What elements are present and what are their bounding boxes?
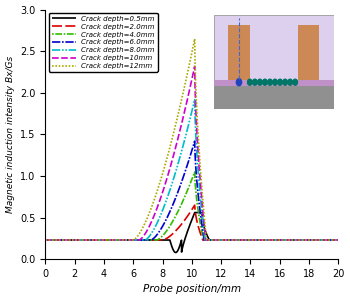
Line: Crack depth=4.0mm: Crack depth=4.0mm bbox=[46, 172, 338, 240]
Line: Crack depth=0.5mm: Crack depth=0.5mm bbox=[46, 213, 338, 253]
Crack depth=8.0mm bbox=[330, 238, 335, 242]
Crack depth=2.0mm bbox=[168, 234, 173, 238]
Crack depth=2.0mm bbox=[193, 203, 197, 207]
Crack depth=8.0mm bbox=[155, 220, 160, 224]
Legend: Crack depth=0.5mm, Crack depth=2.0mm, Crack depth=4.0mm, Crack depth=6.0mm, Crac: Crack depth=0.5mm, Crack depth=2.0mm, Cr… bbox=[49, 13, 158, 72]
Crack depth=6.0mm bbox=[43, 238, 48, 242]
Crack depth=0.5mm bbox=[299, 238, 303, 242]
Crack depth=0.5mm bbox=[193, 211, 197, 214]
Crack depth=0.5mm bbox=[174, 251, 178, 254]
Crack depth=4.0mm bbox=[193, 170, 197, 174]
Crack depth=8.0mm bbox=[94, 238, 98, 242]
Crack depth=6.0mm bbox=[155, 232, 160, 236]
Line: Crack depth=2.0mm: Crack depth=2.0mm bbox=[46, 205, 338, 240]
Crack depth=2.0mm bbox=[155, 238, 160, 242]
Crack depth=6.0mm bbox=[168, 209, 173, 212]
Crack depth=0.5mm bbox=[43, 238, 48, 242]
Line: Crack depth=12mm: Crack depth=12mm bbox=[46, 39, 338, 240]
Crack depth=4.0mm bbox=[155, 238, 160, 242]
Crack depth=12mm bbox=[77, 238, 81, 242]
Crack depth=10mm bbox=[77, 238, 81, 242]
Crack depth=6.0mm bbox=[299, 238, 303, 242]
Crack depth=0.5mm bbox=[77, 238, 81, 242]
Crack depth=10mm bbox=[330, 238, 335, 242]
Crack depth=10mm bbox=[94, 238, 98, 242]
Crack depth=6.0mm bbox=[193, 140, 197, 143]
Crack depth=12mm bbox=[94, 238, 98, 242]
Crack depth=12mm bbox=[299, 238, 303, 242]
Crack depth=0.5mm bbox=[155, 238, 160, 242]
Crack depth=12mm bbox=[193, 37, 197, 41]
Crack depth=2.0mm bbox=[43, 238, 48, 242]
Crack depth=12mm bbox=[43, 238, 48, 242]
Crack depth=10mm bbox=[155, 205, 160, 208]
Crack depth=12mm bbox=[336, 238, 340, 242]
Crack depth=4.0mm bbox=[77, 238, 81, 242]
Crack depth=8.0mm bbox=[77, 238, 81, 242]
Crack depth=8.0mm bbox=[168, 187, 173, 190]
Crack depth=0.5mm bbox=[94, 238, 98, 242]
Crack depth=12mm bbox=[330, 238, 335, 242]
Crack depth=8.0mm bbox=[299, 238, 303, 242]
Crack depth=0.5mm bbox=[331, 238, 335, 242]
Crack depth=0.5mm bbox=[336, 238, 340, 242]
Crack depth=10mm bbox=[299, 238, 303, 242]
Crack depth=12mm bbox=[168, 144, 173, 147]
Line: Crack depth=6.0mm: Crack depth=6.0mm bbox=[46, 141, 338, 240]
Crack depth=4.0mm bbox=[94, 238, 98, 242]
Crack depth=6.0mm bbox=[94, 238, 98, 242]
Crack depth=10mm bbox=[193, 64, 197, 68]
Crack depth=2.0mm bbox=[299, 238, 303, 242]
Crack depth=12mm bbox=[155, 188, 160, 191]
Crack depth=10mm bbox=[168, 165, 173, 169]
Crack depth=2.0mm bbox=[330, 238, 335, 242]
Line: Crack depth=8.0mm: Crack depth=8.0mm bbox=[46, 100, 338, 240]
Crack depth=2.0mm bbox=[336, 238, 340, 242]
Crack depth=4.0mm bbox=[330, 238, 335, 242]
Crack depth=8.0mm bbox=[43, 238, 48, 242]
Crack depth=8.0mm bbox=[193, 98, 197, 101]
Crack depth=6.0mm bbox=[330, 238, 335, 242]
X-axis label: Probe position/mm: Probe position/mm bbox=[143, 284, 241, 294]
Crack depth=4.0mm bbox=[168, 224, 173, 227]
Crack depth=4.0mm bbox=[43, 238, 48, 242]
Line: Crack depth=10mm: Crack depth=10mm bbox=[46, 66, 338, 240]
Crack depth=10mm bbox=[336, 238, 340, 242]
Crack depth=6.0mm bbox=[77, 238, 81, 242]
Crack depth=2.0mm bbox=[94, 238, 98, 242]
Crack depth=10mm bbox=[43, 238, 48, 242]
Crack depth=8.0mm bbox=[336, 238, 340, 242]
Y-axis label: Magnetic induction intensity Bx/Gs: Magnetic induction intensity Bx/Gs bbox=[6, 56, 15, 213]
Crack depth=4.0mm bbox=[336, 238, 340, 242]
Crack depth=6.0mm bbox=[336, 238, 340, 242]
Crack depth=4.0mm bbox=[299, 238, 303, 242]
Crack depth=0.5mm bbox=[168, 240, 173, 244]
Crack depth=2.0mm bbox=[77, 238, 81, 242]
